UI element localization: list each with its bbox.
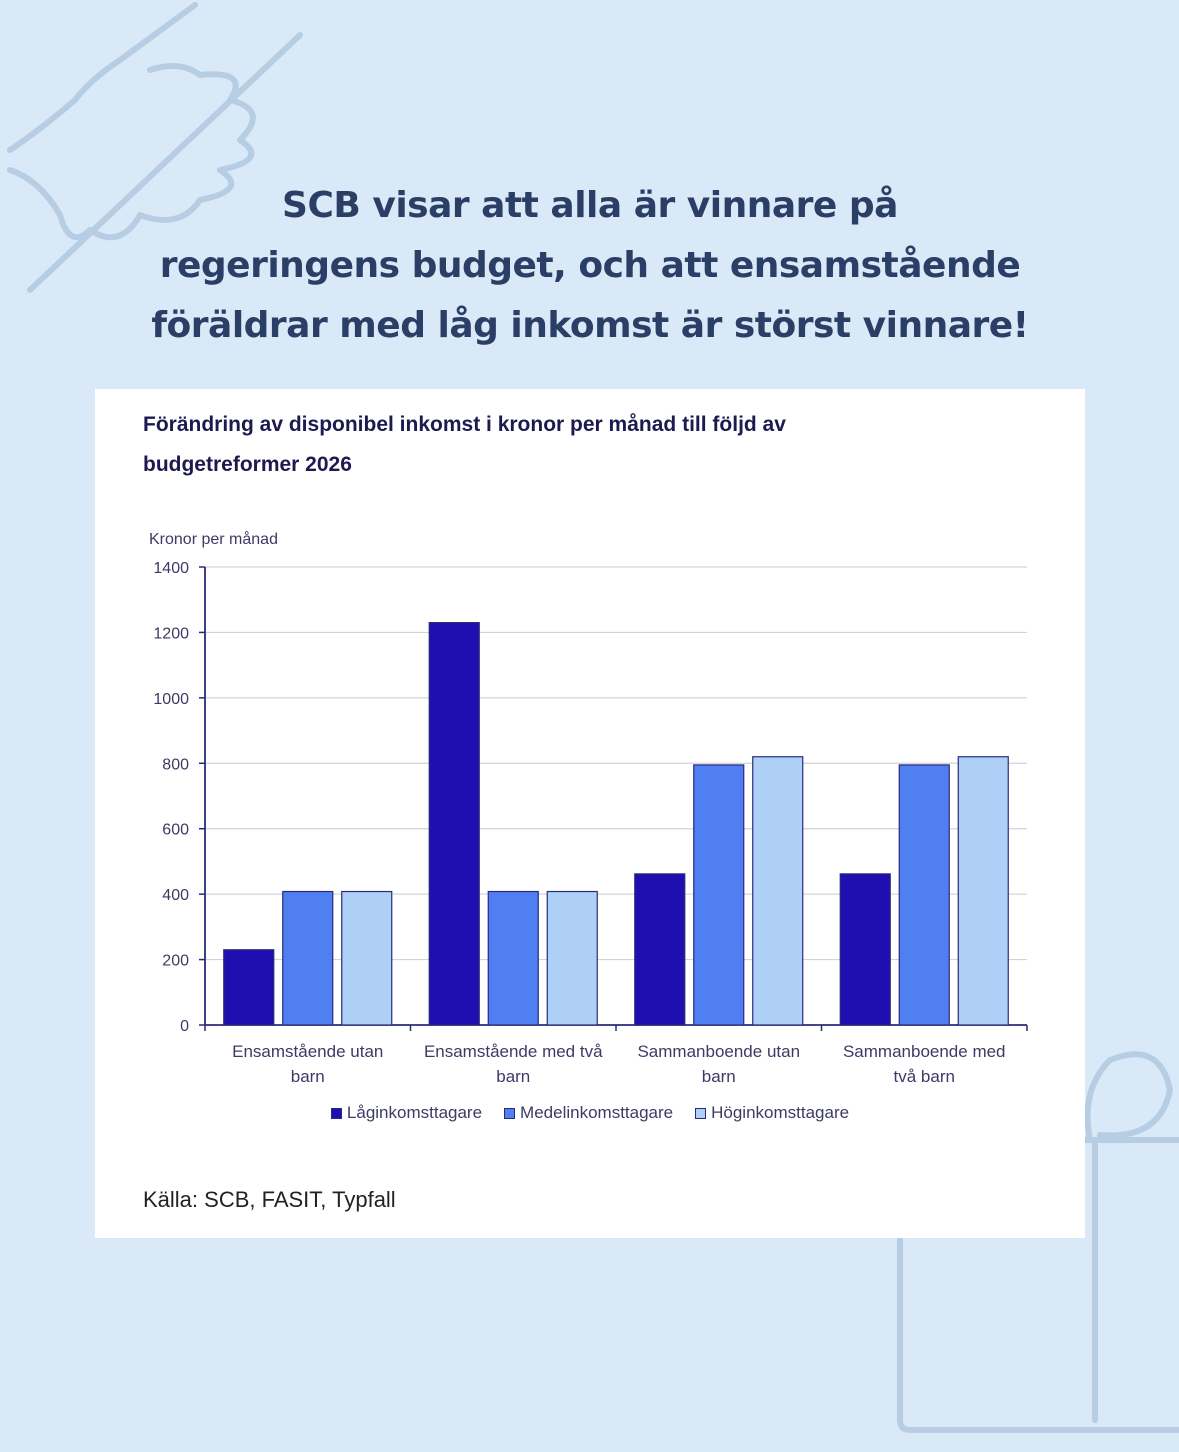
y-tick-label: 400: [162, 887, 189, 904]
x-category-label: Ensamstående med två: [424, 1042, 603, 1061]
headline-line: regeringens budget, och att ensamstående: [159, 245, 1021, 286]
x-category-label: Ensamstående utan: [232, 1042, 383, 1061]
legend-label-high: Höginkomsttagare: [711, 1103, 850, 1122]
legend-label-medium: Medelinkomsttagare: [520, 1103, 674, 1122]
bar-Medelinkomsttagare: [282, 890, 334, 1026]
legend-swatch-low: [330, 1107, 342, 1119]
legend-item-high: Höginkomsttagare: [695, 1103, 849, 1123]
bar-Medelinkomsttagare: [693, 764, 745, 1026]
headline-line: föräldrar med låg inkomst är störst vinn…: [151, 305, 1029, 346]
legend-swatch-medium: [504, 1107, 516, 1119]
bar-Låginkomsttagare: [428, 622, 480, 1026]
bar-Låginkomsttagare: [223, 949, 275, 1026]
x-category-label: Sammanboende utan: [637, 1042, 800, 1061]
y-tick-label: 600: [162, 822, 189, 839]
chart-title-line: Förändring av disponibel inkomst i krono…: [143, 413, 786, 436]
y-tick-label: 1000: [153, 691, 189, 708]
x-category-label: barn: [291, 1067, 325, 1086]
bar-Låginkomsttagare: [839, 873, 891, 1026]
legend-label-low: Låginkomsttagare: [346, 1103, 483, 1122]
x-category-label: barn: [496, 1067, 530, 1086]
x-category-label: Sammanboende med: [843, 1042, 1006, 1061]
legend-item-low: Låginkomsttagare: [330, 1103, 483, 1123]
y-tick-label: 200: [162, 953, 189, 970]
bar-Höginkomsttagare: [341, 890, 393, 1026]
y-axis-label: Kronor per månad: [149, 530, 278, 548]
x-category-label: två barn: [894, 1067, 955, 1086]
bar-Låginkomsttagare: [634, 873, 686, 1026]
chart-legend: Låginkomsttagare Medelinkomsttagare Högi…: [95, 1103, 1085, 1123]
y-tick-label: 1200: [153, 625, 189, 642]
bar-Höginkomsttagare: [546, 890, 598, 1026]
chart-title-line: budgetreformer 2026: [143, 453, 352, 476]
bar-Medelinkomsttagare: [898, 764, 950, 1026]
bar-Höginkomsttagare: [752, 756, 804, 1026]
bar-chart: Kronor per månad 0 200 400 600 800 1000 1200 140…: [149, 530, 1028, 1086]
x-category-label: barn: [702, 1067, 736, 1086]
legend-item-medium: Medelinkomsttagare: [504, 1103, 673, 1123]
headline: SCB visar att alla är vinnare på regerin…: [90, 176, 1090, 356]
y-tick-label: 800: [162, 756, 189, 773]
bar-Höginkomsttagare: [957, 756, 1009, 1026]
chart-card: Förändring av disponibel inkomst i krono…: [95, 389, 1085, 1238]
y-tick-label: 0: [180, 1018, 189, 1035]
hand-outline-icon: [7, 2, 303, 293]
chart-title: Förändring av disponibel inkomst i krono…: [143, 405, 1043, 485]
legend-swatch-high: [695, 1107, 707, 1119]
headline-line: SCB visar att alla är vinnare på: [282, 185, 898, 226]
chart-source: Källa: SCB, FASIT, Typfall: [143, 1187, 396, 1212]
y-tick-label: 1400: [153, 560, 189, 577]
bar-Medelinkomsttagare: [487, 890, 539, 1026]
